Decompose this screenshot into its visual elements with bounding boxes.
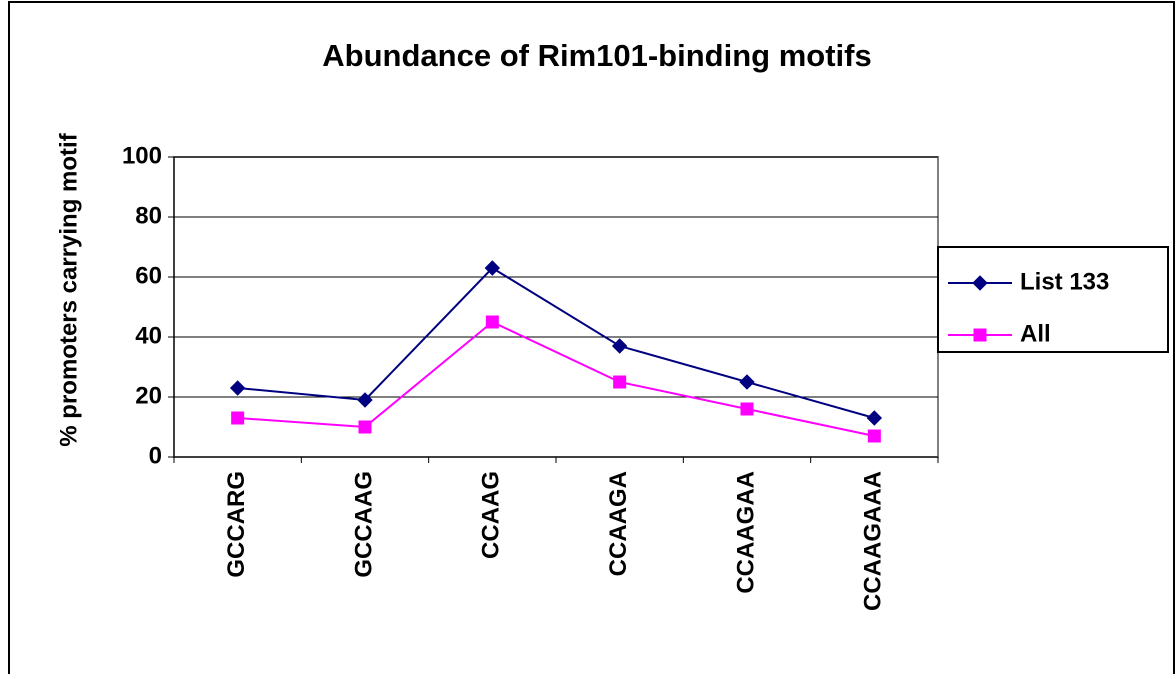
point [357,392,373,408]
x-tick-label: CCAAGAA [732,471,759,594]
y-tick-label: 80 [135,202,162,229]
y-tick-label: 60 [135,262,162,289]
point [231,411,245,425]
x-tick-label: GCCAAG [350,471,377,578]
series-line [237,266,875,419]
point [484,260,501,276]
point [866,410,883,426]
y-tick-label: 0 [149,442,162,469]
point [739,374,755,390]
legend-label: All [1020,320,1051,347]
legend [937,246,1169,353]
x-tick-label: GCCARG [223,471,250,578]
y-axis-label: % promoters carrying motif [55,132,82,446]
y-tick-label: 40 [135,322,162,349]
point [229,380,246,396]
legend-marker [973,328,987,342]
point [867,429,881,443]
x-tick-label: CCAAGAAA [860,471,887,611]
point [485,315,499,329]
chart-title: Abundance of Rim101-binding motifs [322,38,871,73]
point [358,420,372,434]
point [740,402,754,416]
series-line [237,320,875,437]
point [613,375,627,389]
x-tick-label: CCAAGA [605,471,632,576]
y-tick-label: 100 [122,142,162,169]
legend-label: List 133 [1020,268,1109,295]
x-tick-label: CCAAG [478,471,505,559]
legend-marker [972,275,988,291]
point [611,338,628,354]
y-tick-label: 20 [135,382,162,409]
